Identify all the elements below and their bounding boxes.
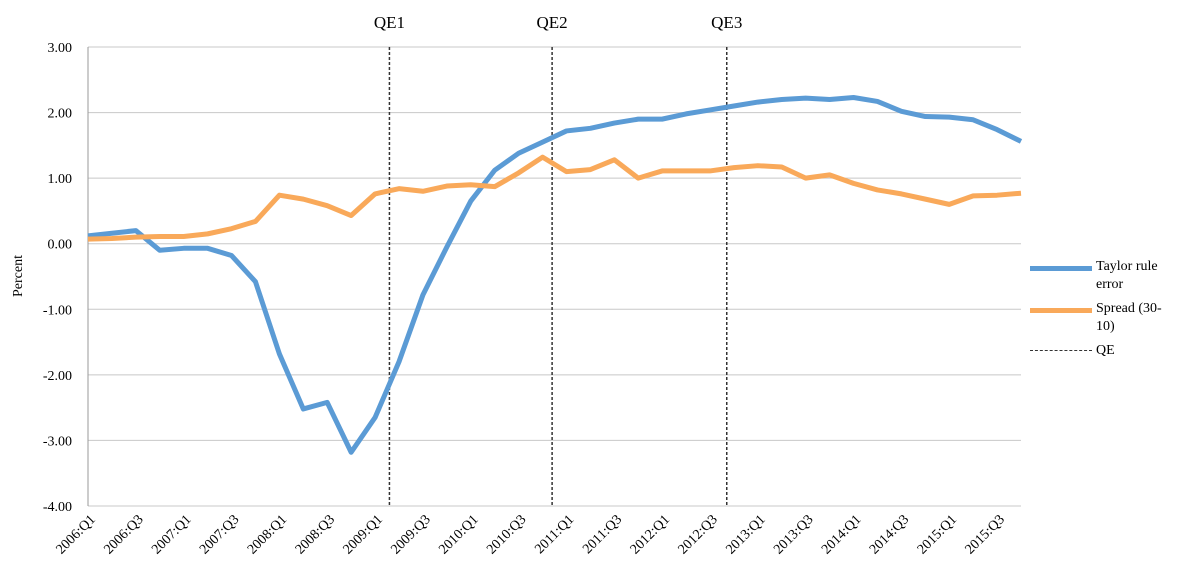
legend-key (1030, 308, 1092, 313)
x-tick-label: 2014:Q1 (819, 512, 864, 557)
legend-item: Taylor rule error (1030, 258, 1180, 294)
y-tick-label: 0.00 (48, 238, 73, 253)
x-tick-label: 2015:Q3 (963, 512, 1008, 557)
y-tick-label: -1.00 (43, 303, 72, 318)
x-tick-label: 2015:Q1 (915, 512, 960, 557)
y-axis-label: Percent (11, 255, 26, 297)
legend-key (1030, 350, 1092, 351)
x-tick-label: 2012:Q3 (676, 512, 721, 557)
y-tick-label: -3.00 (43, 434, 72, 449)
x-tick-label: 2009:Q1 (341, 512, 386, 557)
legend-label: Taylor rule error (1096, 259, 1158, 292)
x-tick-label: 2011:Q1 (532, 512, 577, 557)
x-tick-label: 2013:Q1 (723, 512, 768, 557)
x-tick-label: 2014:Q3 (867, 512, 912, 557)
qe-label: QE1 (374, 13, 405, 32)
x-tick-label: 2008:Q3 (293, 512, 338, 557)
x-tick-label: 2010:Q3 (484, 512, 529, 557)
legend-label: QE (1096, 343, 1115, 358)
y-tick-label: -2.00 (43, 369, 72, 384)
legend-item: Spread (30-10) (1030, 300, 1180, 336)
x-tick-label: 2010:Q1 (436, 512, 481, 557)
x-tick-label: 2012:Q1 (628, 512, 673, 557)
legend: Taylor rule error Spread (30-10) QE (1030, 258, 1180, 366)
y-tick-label: 1.00 (48, 172, 73, 187)
legend-label: Spread (30-10) (1096, 301, 1162, 334)
x-tick-label: 2011:Q3 (580, 512, 625, 557)
legend-key (1030, 266, 1092, 271)
series-line (87, 154, 1022, 242)
y-tick-label: 2.00 (48, 107, 73, 122)
qe-label: QE2 (537, 13, 568, 32)
x-tick-label: 2007:Q1 (149, 512, 194, 557)
x-tick-label: 2007:Q3 (197, 512, 242, 557)
x-tick-label: 2008:Q1 (245, 512, 290, 557)
legend-item: QE (1030, 342, 1180, 360)
y-tick-label: 3.00 (48, 41, 73, 56)
x-tick-label: 2013:Q3 (771, 512, 816, 557)
qe-label: QE3 (711, 13, 742, 32)
x-tick-label: 2006:Q3 (101, 512, 146, 557)
series-line (87, 94, 1023, 455)
x-tick-label: 2009:Q3 (388, 512, 433, 557)
x-tick-label: 2006:Q1 (54, 512, 99, 557)
y-tick-label: -4.00 (43, 500, 72, 515)
